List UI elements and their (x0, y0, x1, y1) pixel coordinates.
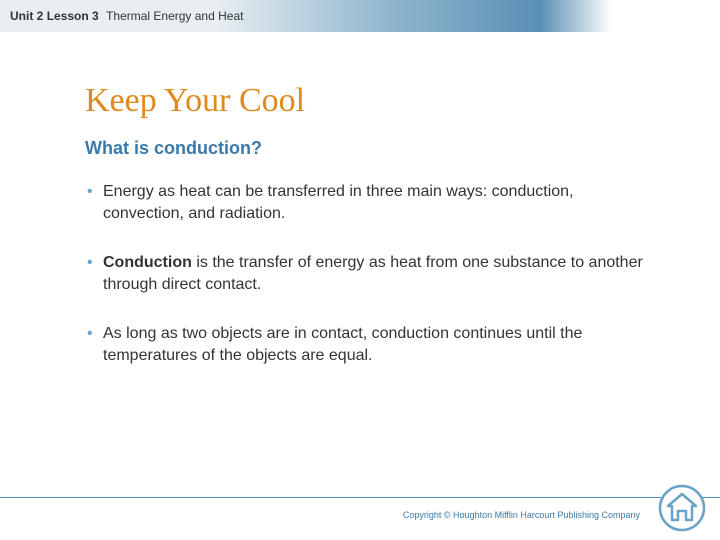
list-item: As long as two objects are in contact, c… (85, 323, 650, 366)
unit-label: Unit 2 (10, 9, 43, 23)
page-subtitle: What is conduction? (85, 138, 650, 159)
home-icon[interactable] (658, 484, 706, 532)
bullet-text: As long as two objects are in contact, c… (103, 325, 582, 364)
content-area: Keep Your Cool What is conduction? Energ… (0, 32, 720, 367)
lesson-label: Lesson 3 (47, 9, 99, 23)
bullet-bold: Conduction (103, 254, 192, 271)
header-text: Unit 2 Lesson 3 Thermal Energy and Heat (10, 9, 243, 23)
copyright-text: Copyright © Houghton Mifflin Harcourt Pu… (403, 510, 640, 520)
topic-label: Thermal Energy and Heat (106, 9, 243, 23)
list-item: Energy as heat can be transferred in thr… (85, 181, 650, 224)
footer-divider (0, 497, 720, 498)
bullet-list: Energy as heat can be transferred in thr… (85, 181, 650, 367)
header-bar: Unit 2 Lesson 3 Thermal Energy and Heat (0, 0, 720, 32)
list-item: Conduction is the transfer of energy as … (85, 252, 650, 295)
page-title: Keep Your Cool (85, 82, 650, 120)
bullet-text: Energy as heat can be transferred in thr… (103, 183, 573, 222)
